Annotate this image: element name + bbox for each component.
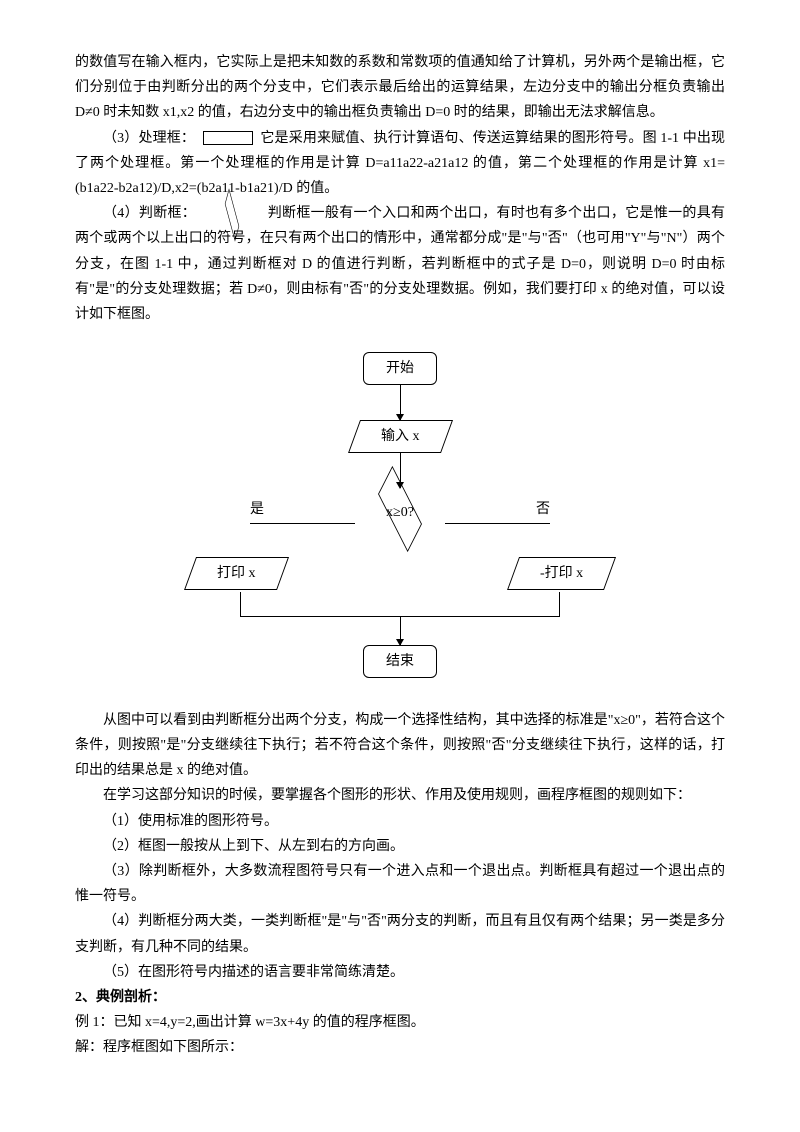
print-row: 打印 x -打印 x	[190, 557, 610, 590]
solution-1: 解：程序框图如下图所示：	[75, 1035, 725, 1060]
print-right: -打印 x	[507, 557, 616, 590]
after-p1: 从图中可以看到由判断框分出两个分支，构成一个选择性结构，其中选择的标准是"x≥0…	[75, 708, 725, 784]
print-left-label: 打印 x	[217, 561, 256, 586]
flow-arrow	[400, 385, 401, 420]
yes-label: 是	[250, 497, 355, 523]
rule-4: （4）判断框分两大类，一类判断框"是"与"否"两分支的判断，而且有且仅有两个结果…	[75, 909, 725, 959]
section-2-title: 2、典例剖析：	[75, 985, 725, 1010]
example-1: 例 1：已知 x=4,y=2,画出计算 w=3x+4y 的值的程序框图。	[75, 1010, 725, 1035]
after-p2: 在学习这部分知识的时候，要掌握各个图形的形状、作用及使用规则，画程序框图的规则如…	[75, 783, 725, 808]
rule-3: （3）除判断框外，大多数流程图符号只有一个进入点和一个退出点。判断框具有超过一个…	[75, 859, 725, 909]
print-left: 打印 x	[184, 557, 289, 590]
no-label: 否	[445, 497, 550, 523]
flowchart-start: 开始	[363, 352, 437, 385]
paragraph-intro-0: 的数值写在输入框内，它实际上是把未知数的系数和常数项的值通知给了计算机，另外两个…	[75, 50, 725, 126]
flowchart-end: 结束	[363, 645, 437, 678]
paragraph-process-box: （3）处理框： 它是采用来赋值、执行计算语句、传送运算结果的图形符号。图 1-1…	[75, 126, 725, 202]
rule-2: （2）框图一般按从上到下、从左到右的方向画。	[75, 834, 725, 859]
decision-row: 是 x≥0? 否	[250, 488, 550, 532]
flow-arrow	[400, 617, 401, 645]
paragraph-decision-box: （4）判断框： 判断框一般有一个入口和两个出口，有时也有多个出口，它是惟一的具有…	[75, 201, 725, 327]
decision-diamond-icon	[202, 207, 262, 221]
print-right-label: -打印 x	[540, 561, 583, 586]
decision-label: x≥0?	[355, 500, 445, 525]
rule-1: （1）使用标准的图形符号。	[75, 809, 725, 834]
text-p2-after: 判断框一般有一个入口和两个出口，有时也有多个出口，它是惟一的具有两个或两个以上出…	[75, 206, 725, 322]
flowchart: 开始 输入 x 是 x≥0? 否 打印 x -打印 x 结束	[75, 352, 725, 678]
rule-5: （5）在图形符号内描述的语言要非常简练清楚。	[75, 960, 725, 985]
diamond-container: x≥0?	[355, 488, 445, 532]
input-label: 输入 x	[381, 424, 420, 449]
process-rect-icon	[203, 131, 253, 145]
text-p1-before: （3）处理框：	[103, 131, 195, 146]
text-p2-before: （4）判断框：	[103, 206, 196, 221]
flowchart-input: 输入 x	[348, 420, 453, 453]
